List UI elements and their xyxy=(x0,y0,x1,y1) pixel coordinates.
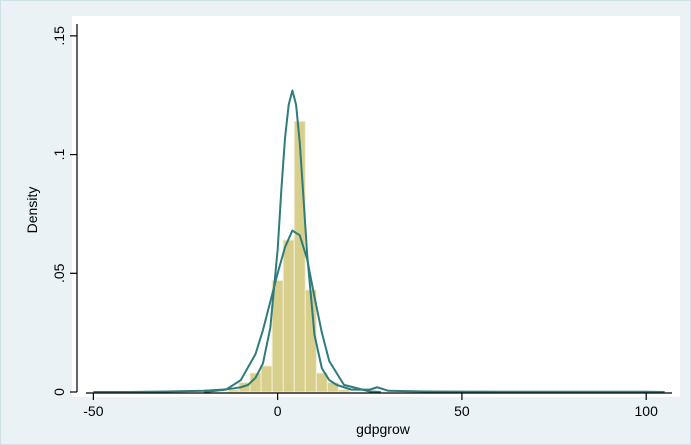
kernel-density-curve-0 xyxy=(93,89,665,393)
normal-density-curve-1 xyxy=(203,229,381,393)
x-tick-label: 0 xyxy=(274,403,282,419)
x-axis-title: gdpgrow xyxy=(356,421,411,437)
histogram-bar-5 xyxy=(282,239,295,393)
x-tick-label: 100 xyxy=(635,403,659,419)
y-tick-label: .1 xyxy=(51,149,67,161)
y-tick-label: .15 xyxy=(51,26,67,46)
y-tick-label: 0 xyxy=(51,388,67,396)
plot-area xyxy=(72,16,680,397)
y-axis-title: Density xyxy=(24,187,40,234)
histogram-bar-6 xyxy=(293,120,306,393)
x-tick-label: 50 xyxy=(454,403,470,419)
x-tick-label: -50 xyxy=(83,403,103,419)
histogram-bar-3 xyxy=(260,365,273,393)
density-curves xyxy=(93,89,665,393)
histogram-bar-10 xyxy=(337,389,351,393)
axes: -50 0 50 100 0 .05 .1 .15 xyxy=(51,24,672,419)
histogram-bar-0 xyxy=(227,389,240,393)
y-tick-label: .05 xyxy=(51,263,67,283)
